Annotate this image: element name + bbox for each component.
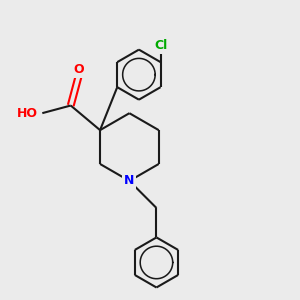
Text: N: N [124, 174, 135, 188]
Text: HO: HO [17, 106, 38, 120]
Text: Cl: Cl [154, 39, 167, 52]
Text: O: O [73, 63, 84, 76]
